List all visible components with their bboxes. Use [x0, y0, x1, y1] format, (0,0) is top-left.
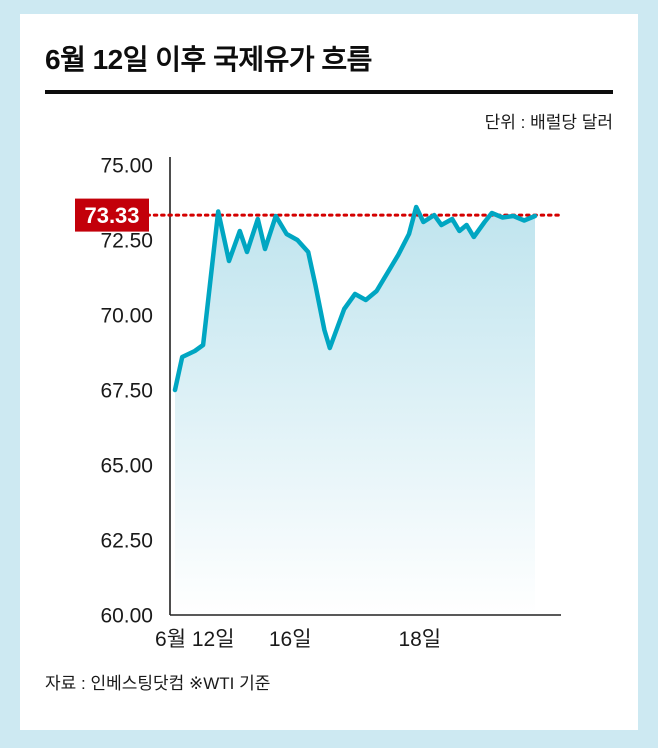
y-axis-tick-label: 62.50	[100, 530, 153, 553]
x-axis-tick-label: 18일	[398, 628, 441, 651]
source-note: 자료 : 인베스팅닷컴 ※WTI 기준	[45, 674, 271, 693]
infographic-card: 6월 12일 이후 국제유가 흐름 단위 : 배럴당 달러 75.00 72.50…	[20, 14, 638, 730]
oil-price-chart: 75.00 72.50 70.00 67.50 65.00 62.50 60.00 6월 12…	[45, 137, 613, 667]
x-axis-tick-label: 16일	[269, 628, 312, 651]
y-axis-tick-label: 75.00	[100, 155, 153, 178]
price-area	[175, 207, 535, 615]
y-axis-tick-label: 70.00	[100, 305, 153, 328]
title-divider	[45, 90, 613, 94]
page-title: 6월 12일 이후 국제유가 흐름	[45, 44, 372, 75]
reference-badge-label: 73.33	[84, 203, 139, 228]
x-axis-tick-label: 6월 12일	[155, 628, 235, 651]
y-axis-tick-label: 60.00	[100, 605, 153, 628]
reference-badge	[75, 198, 149, 232]
y-axis-tick-label: 72.50	[100, 230, 153, 253]
y-axis-tick-label: 67.50	[100, 380, 153, 403]
y-axis-tick-label: 65.00	[100, 455, 153, 478]
unit-label: 단위 : 배럴당 달러	[484, 113, 613, 132]
price-line	[172, 204, 538, 393]
